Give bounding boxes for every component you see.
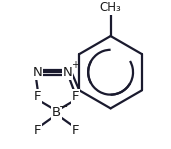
Text: F: F: [72, 124, 80, 137]
Text: CH₃: CH₃: [100, 1, 121, 14]
Text: +: +: [71, 60, 79, 70]
Text: F: F: [34, 90, 41, 103]
Text: F: F: [34, 124, 41, 137]
Text: F: F: [72, 90, 80, 103]
Text: N: N: [33, 66, 42, 79]
Text: B: B: [52, 106, 61, 119]
Text: N: N: [63, 66, 73, 79]
Text: −: −: [59, 102, 68, 112]
